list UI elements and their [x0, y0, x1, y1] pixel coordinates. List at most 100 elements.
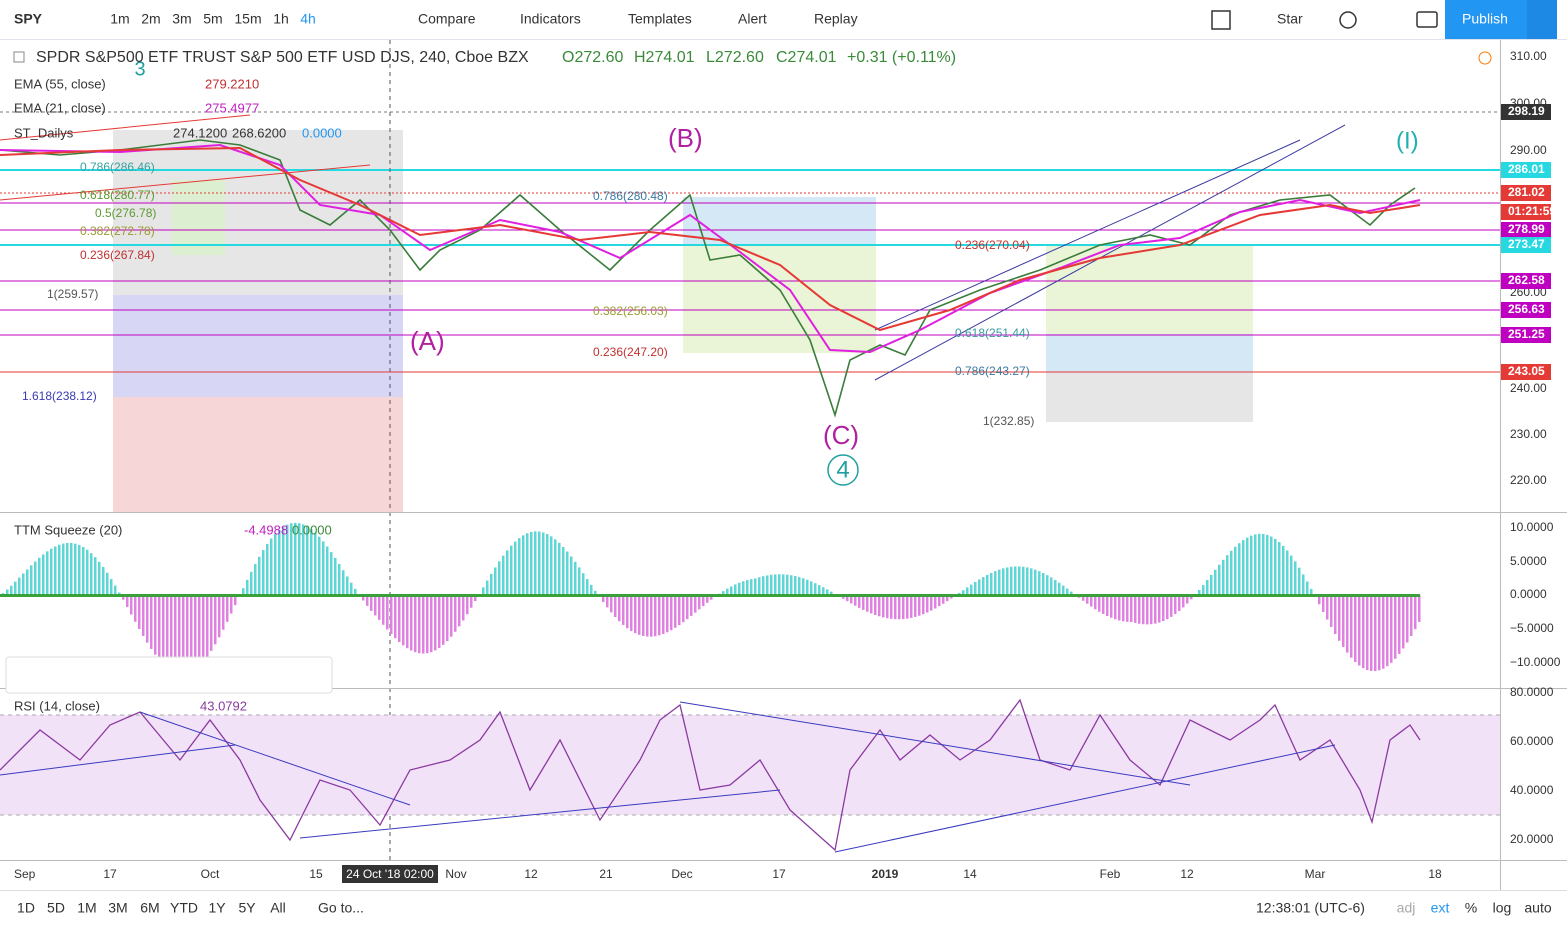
alert-icon[interactable]: [1478, 51, 1492, 65]
bottom-bar: 1D 5D 1M 3M 6M YTD 1Y 5Y All Go to... 12:38:01 (UT…: [17, 900, 1552, 916]
snapshot-icon[interactable]: [1416, 11, 1438, 28]
price-tag-label: 278.99: [1508, 222, 1545, 236]
goto[interactable]: Go to...: [318, 900, 364, 916]
ttm-bar: [966, 587, 969, 595]
scale-option[interactable]: ext: [1431, 900, 1450, 916]
drawing-toolbar[interactable]: [5, 656, 333, 694]
price-tag: [1501, 204, 1551, 220]
ttm-bar: [654, 595, 657, 637]
scale-option[interactable]: log: [1493, 900, 1512, 916]
ttm-bar: [534, 531, 537, 595]
interval[interactable]: 15m: [234, 11, 261, 27]
symbol[interactable]: SPY: [14, 11, 43, 27]
ttm-bar: [778, 574, 781, 595]
toolbar-button[interactable]: Indicators: [520, 11, 581, 27]
ttm-bar: [1334, 595, 1337, 635]
ttm-bar: [1054, 580, 1057, 595]
ttm-bar: [702, 595, 705, 607]
ttm-bar: [1058, 582, 1061, 595]
interval[interactable]: 1h: [273, 11, 289, 27]
ttm-bar: [210, 595, 213, 651]
collapse-icon[interactable]: [13, 51, 25, 63]
ttm-bar: [806, 579, 809, 595]
time-label: Sep: [14, 867, 36, 881]
ttm-bar: [1166, 595, 1169, 620]
ttm-bar: [1342, 595, 1345, 647]
toolbar-button[interactable]: Templates: [628, 11, 692, 27]
ttm-bar: [646, 595, 649, 637]
ttm-bar: [510, 545, 513, 595]
ttm-bar: [1186, 595, 1189, 604]
ttm-bar: [82, 547, 85, 595]
ttm-bar: [482, 587, 485, 595]
ttm-bar: [450, 595, 453, 637]
range-button[interactable]: 1M: [77, 900, 96, 916]
ttm-bar: [1258, 533, 1261, 595]
range-button[interactable]: 5D: [47, 900, 65, 916]
ttm-bar: [898, 595, 901, 620]
ttm-bar: [1098, 595, 1101, 612]
ttm-bar: [1174, 595, 1177, 615]
ttm-bar: [342, 570, 345, 595]
ttm-bar: [1030, 568, 1033, 595]
trend-line: [299, 789, 781, 839]
range-button[interactable]: 1Y: [208, 900, 226, 916]
ttm-bar: [798, 577, 801, 595]
ttm-bar: [1066, 588, 1069, 595]
scale-option[interactable]: %: [1465, 900, 1477, 916]
ttm-bar: [134, 595, 137, 622]
interval[interactable]: 3m: [172, 11, 191, 27]
ttm-bar: [202, 595, 205, 662]
ttm-bar: [438, 595, 441, 648]
star[interactable]: Star: [1277, 11, 1303, 27]
interval[interactable]: 1m: [110, 11, 129, 27]
ttm-bar: [858, 595, 861, 608]
ttm-bar: [1010, 566, 1013, 595]
trend-line: [834, 744, 1336, 853]
toolbar-button[interactable]: Alert: [738, 11, 767, 27]
scale-option[interactable]: adj: [1397, 900, 1416, 916]
ttm-bar: [1022, 566, 1025, 595]
publish-menu[interactable]: [1527, 0, 1557, 39]
ttm-bar: [1210, 574, 1213, 595]
range-button[interactable]: All: [270, 900, 286, 916]
range-button[interactable]: 5Y: [238, 900, 256, 916]
settings-icon[interactable]: [1339, 11, 1357, 29]
range-button[interactable]: 1D: [17, 900, 35, 916]
ttm-bar: [38, 557, 41, 595]
ttm-bar: [234, 595, 237, 606]
ttm-bar: [722, 591, 725, 595]
ttm-bar: [1234, 546, 1237, 595]
range-button[interactable]: 6M: [140, 900, 159, 916]
ttm-bar: [178, 595, 181, 675]
ttm-bar: [94, 557, 97, 595]
ttm-bar: [1278, 542, 1281, 595]
price-tick: 310.00: [1510, 49, 1547, 63]
ttm-bar: [1294, 561, 1297, 595]
fib-label: 1.618(238.12): [22, 389, 97, 403]
ttm-bar: [310, 529, 313, 595]
ttm-bar: [1242, 540, 1245, 595]
publish-button[interactable]: [1445, 0, 1527, 39]
fib-label: 0.236(247.20): [593, 345, 668, 359]
range-button[interactable]: 3M: [108, 900, 127, 916]
range-button[interactable]: YTD: [170, 900, 198, 916]
ttm-bar: [910, 595, 913, 618]
ttm-bar: [790, 575, 793, 595]
interval[interactable]: 2m: [141, 11, 160, 27]
ttm-bar: [270, 538, 273, 595]
interval[interactable]: 4h: [300, 11, 316, 27]
scale-option[interactable]: auto: [1524, 900, 1551, 916]
interval[interactable]: 5m: [203, 11, 222, 27]
ttm-bar: [1002, 568, 1005, 595]
layout-icon[interactable]: [1211, 10, 1231, 30]
ttm-bar: [1206, 580, 1209, 595]
time-label: Nov: [445, 867, 466, 881]
toolbar-buttons: Compare Indicators Templates Alert Replay: [418, 11, 858, 27]
intervals: 1m 2m 3m 5m 15m 1h 4h: [110, 11, 316, 27]
toolbar-button[interactable]: Compare: [418, 11, 476, 27]
ttm-bar: [430, 595, 433, 653]
ttm-bar: [410, 595, 413, 651]
toolbar-button[interactable]: Replay: [814, 11, 858, 27]
toolbar: [0, 0, 1567, 40]
